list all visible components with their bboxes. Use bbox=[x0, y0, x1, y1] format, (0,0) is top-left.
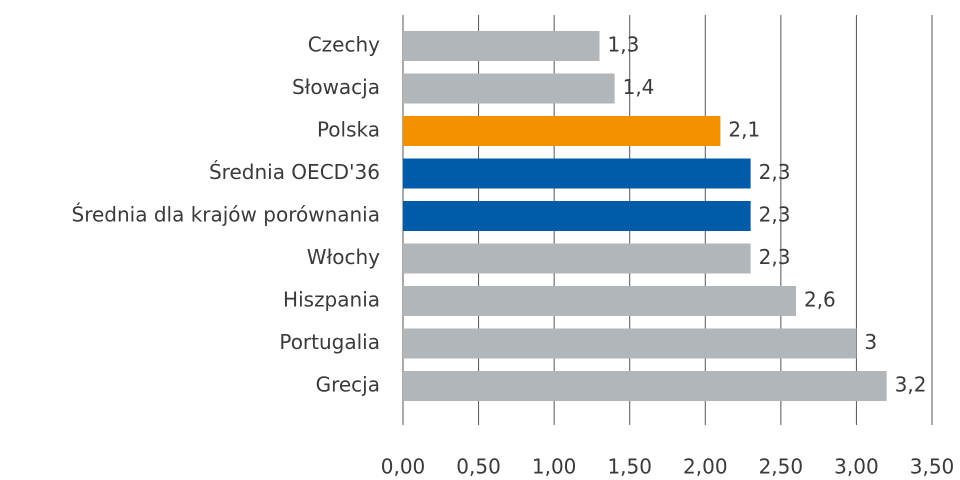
data-label: 3 bbox=[864, 330, 877, 354]
bar bbox=[403, 158, 751, 189]
bar bbox=[403, 328, 857, 359]
data-label: 1,3 bbox=[607, 33, 639, 57]
y-tick-label: Włochy bbox=[307, 245, 380, 269]
bar bbox=[403, 286, 796, 316]
data-label: 3,2 bbox=[895, 373, 927, 397]
y-tick-label: Portugalia bbox=[279, 330, 380, 354]
y-tick-label: Średnia dla krajów porównania bbox=[72, 203, 381, 227]
y-tick-label: Średnia OECD'36 bbox=[209, 160, 380, 184]
data-label: 2,6 bbox=[804, 288, 836, 312]
bar bbox=[403, 243, 751, 274]
y-tick-label: Hiszpania bbox=[283, 288, 380, 312]
bar bbox=[403, 116, 721, 146]
y-tick-label: Grecja bbox=[316, 373, 380, 397]
bar bbox=[403, 73, 615, 104]
x-tick-label: 3,50 bbox=[910, 455, 955, 479]
data-label: 2,1 bbox=[728, 118, 760, 142]
bar bbox=[403, 201, 751, 231]
data-label: 1,4 bbox=[623, 75, 655, 99]
x-tick-label: 0,50 bbox=[456, 455, 501, 479]
data-label: 2,3 bbox=[759, 160, 791, 184]
x-tick-label: 1,50 bbox=[607, 455, 652, 479]
x-tick-label: 2,00 bbox=[683, 455, 728, 479]
y-tick-label: Słowacja bbox=[292, 75, 380, 99]
bar bbox=[403, 371, 887, 401]
y-tick-label: Polska bbox=[317, 118, 380, 142]
data-label: 2,3 bbox=[759, 245, 791, 269]
x-tick-label: 1,00 bbox=[532, 455, 577, 479]
bar bbox=[403, 31, 600, 61]
y-tick-label: Czechy bbox=[308, 33, 380, 57]
data-label: 2,3 bbox=[759, 203, 791, 227]
x-tick-label: 0,00 bbox=[381, 455, 426, 479]
x-tick-label: 3,00 bbox=[834, 455, 879, 479]
x-tick-label: 2,50 bbox=[759, 455, 804, 479]
